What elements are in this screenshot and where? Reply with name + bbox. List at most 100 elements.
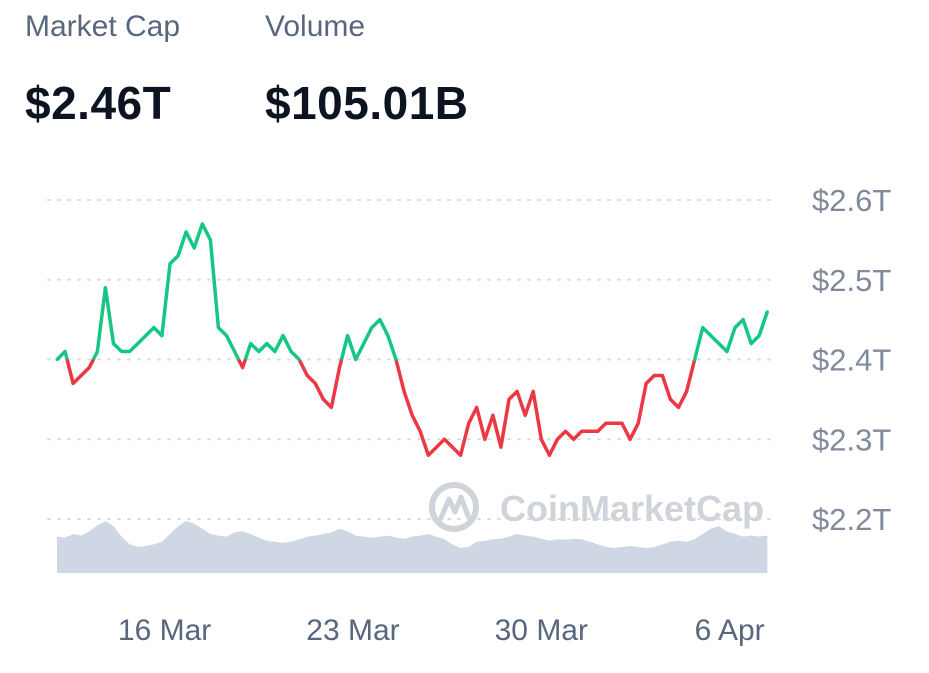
volume-area bbox=[57, 521, 768, 573]
data-point bbox=[55, 358, 59, 361]
data-point bbox=[620, 421, 624, 425]
data-point bbox=[249, 342, 253, 346]
data-point bbox=[539, 437, 543, 441]
data-point bbox=[596, 429, 600, 433]
data-point bbox=[685, 389, 689, 393]
data-point bbox=[442, 437, 446, 441]
data-point bbox=[225, 334, 228, 338]
data-point bbox=[418, 429, 422, 433]
y-tick-label: $2.5T bbox=[812, 263, 891, 298]
data-point bbox=[612, 421, 616, 425]
data-point bbox=[434, 445, 438, 449]
data-point bbox=[289, 350, 293, 353]
data-point bbox=[531, 389, 535, 393]
data-point bbox=[144, 334, 148, 338]
data-point bbox=[757, 334, 761, 338]
x-axis-labels: 16 Mar 23 Mar 30 Mar 6 Apr bbox=[118, 614, 765, 647]
data-point bbox=[346, 334, 350, 338]
data-point bbox=[515, 389, 519, 393]
data-point bbox=[523, 413, 527, 417]
data-point bbox=[168, 262, 172, 266]
data-point bbox=[112, 342, 115, 346]
coinmarketcap-logo-icon bbox=[429, 482, 479, 532]
data-point bbox=[677, 405, 680, 409]
x-tick-label: 30 Mar bbox=[495, 614, 588, 647]
data-point bbox=[628, 437, 632, 441]
data-point bbox=[257, 350, 261, 353]
data-point bbox=[208, 238, 212, 242]
volume-label: Volume bbox=[265, 10, 366, 43]
price-line-up bbox=[55, 222, 769, 360]
data-point bbox=[741, 318, 745, 322]
data-point bbox=[604, 421, 608, 425]
y-tick-label: $2.3T bbox=[812, 422, 891, 457]
y-tick-label: $2.2T bbox=[812, 502, 891, 537]
data-point bbox=[95, 350, 99, 353]
data-points bbox=[55, 222, 769, 457]
data-point bbox=[136, 342, 140, 346]
data-point bbox=[233, 350, 237, 353]
volume-stat: Volume $105.01B bbox=[265, 10, 469, 130]
price-line-down bbox=[57, 359, 697, 457]
data-point bbox=[241, 366, 245, 369]
data-point bbox=[426, 453, 430, 457]
data-point bbox=[564, 429, 567, 433]
data-point bbox=[128, 350, 132, 353]
data-point bbox=[273, 350, 277, 353]
data-point bbox=[354, 358, 358, 361]
data-point bbox=[160, 334, 164, 338]
data-point bbox=[693, 358, 697, 361]
data-point bbox=[394, 358, 398, 361]
market-cap-value: $2.46T bbox=[25, 77, 172, 129]
data-point bbox=[709, 334, 713, 338]
data-point bbox=[63, 350, 67, 353]
data-point bbox=[459, 453, 463, 457]
data-point bbox=[378, 318, 382, 322]
data-point bbox=[451, 445, 454, 449]
data-point bbox=[265, 342, 269, 346]
watermark: CoinMarketCap bbox=[429, 482, 764, 532]
data-point bbox=[475, 405, 479, 409]
grid-lines bbox=[47, 199, 776, 520]
data-point bbox=[79, 374, 83, 377]
data-point bbox=[660, 374, 664, 377]
data-point bbox=[652, 374, 656, 377]
data-point bbox=[588, 429, 592, 433]
volume-area-shape bbox=[57, 521, 768, 573]
data-point bbox=[491, 413, 495, 417]
data-point bbox=[370, 326, 374, 330]
data-point bbox=[305, 374, 309, 377]
data-point bbox=[765, 310, 769, 314]
data-point bbox=[547, 453, 551, 457]
market-cap-label: Market Cap bbox=[25, 10, 181, 43]
data-point bbox=[725, 350, 729, 353]
data-point bbox=[717, 342, 721, 346]
x-tick-label: 23 Mar bbox=[306, 614, 399, 647]
data-point bbox=[313, 381, 317, 385]
y-tick-label: $2.4T bbox=[812, 343, 891, 378]
data-point bbox=[184, 230, 188, 234]
data-point bbox=[483, 437, 487, 441]
data-point bbox=[410, 413, 414, 417]
y-axis-labels: $2.6T $2.5T $2.4T $2.3T $2.2T bbox=[812, 183, 891, 537]
x-tick-label: 16 Mar bbox=[118, 614, 211, 647]
data-point bbox=[120, 350, 124, 353]
data-point bbox=[281, 334, 285, 338]
data-point bbox=[701, 326, 705, 330]
data-point bbox=[402, 389, 406, 393]
data-point bbox=[200, 222, 204, 226]
data-point bbox=[467, 421, 471, 425]
data-point bbox=[297, 358, 301, 361]
data-point bbox=[386, 334, 390, 338]
data-point bbox=[87, 366, 91, 369]
data-point bbox=[321, 397, 325, 401]
data-point bbox=[644, 381, 648, 385]
data-point bbox=[192, 246, 196, 250]
data-point bbox=[216, 326, 220, 330]
data-point bbox=[176, 254, 180, 258]
price-line bbox=[55, 222, 769, 457]
data-point bbox=[329, 405, 333, 409]
data-point bbox=[507, 397, 511, 401]
data-point bbox=[580, 429, 584, 433]
